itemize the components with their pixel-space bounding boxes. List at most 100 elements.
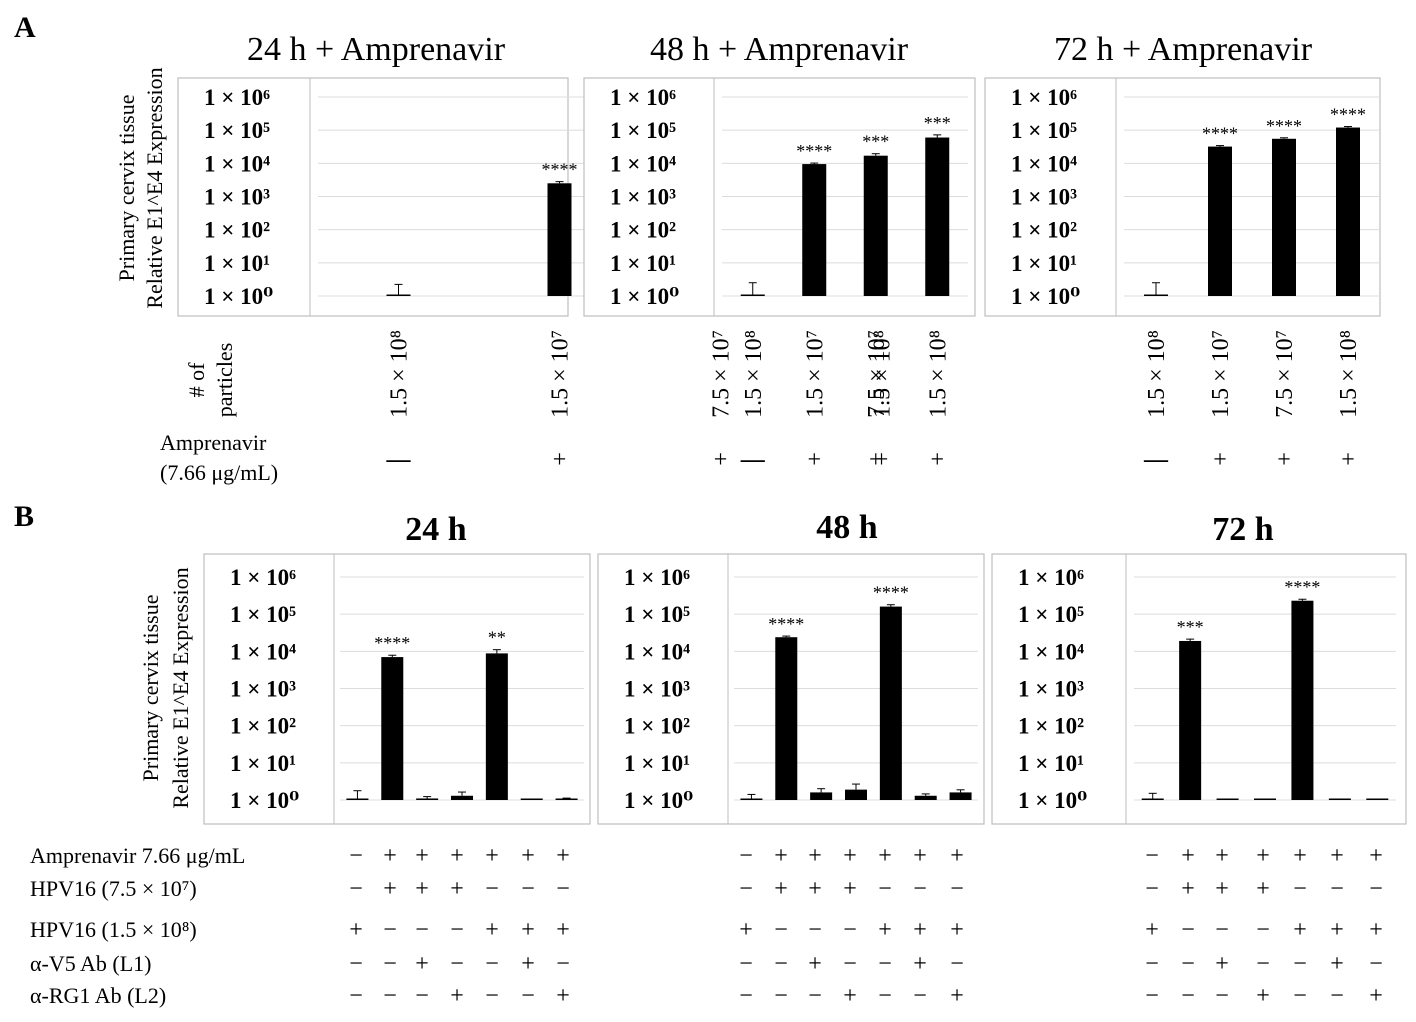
condition-value: − <box>1145 876 1159 902</box>
amprenavir-value: + <box>1213 447 1227 473</box>
condition-value: − <box>843 917 857 943</box>
condition-value: − <box>1181 917 1195 943</box>
chart-title: 48 h <box>816 509 878 546</box>
panel-label-b: B <box>14 500 34 533</box>
condition-value: + <box>556 917 570 943</box>
condition-value: − <box>1215 917 1229 943</box>
bar <box>775 637 798 800</box>
condition-value: − <box>415 983 429 1009</box>
condition-value: + <box>913 917 927 943</box>
condition-value: + <box>950 983 964 1009</box>
y-tick-label: 1 × 10¹ <box>1011 251 1077 276</box>
condition-value: + <box>556 983 570 1009</box>
significance-label: **** <box>542 160 578 180</box>
y-tick-label: 1 × 10⁰ <box>1018 788 1087 813</box>
condition-value: + <box>415 951 429 977</box>
condition-value: − <box>556 951 570 977</box>
particles-value: 1.5 × 10⁷ <box>1208 330 1234 418</box>
particles-value: 1.5 × 10⁸ <box>1336 330 1362 418</box>
condition-value: − <box>739 843 753 869</box>
y-tick-label: 1 × 10⁶ <box>204 85 270 110</box>
y-tick-label: 1 × 10⁵ <box>624 602 690 627</box>
y-tick-label: 1 × 10¹ <box>610 251 676 276</box>
condition-value: + <box>383 843 397 869</box>
y-tick-label: 1 × 10¹ <box>1018 751 1084 776</box>
amprenavir-value: + <box>1341 447 1355 473</box>
condition-value: + <box>521 951 535 977</box>
y-tick-label: 1 × 10² <box>230 714 296 739</box>
charts: 1 × 10⁰ 1 × 10¹ 1 × 10² 1 × 10³ 1 × 10⁴ 1 × 1… <box>177 31 1407 825</box>
bar <box>1254 798 1276 800</box>
condition-label: α-RG1 Ab (L2) <box>30 983 166 1008</box>
condition-value: − <box>1256 951 1270 977</box>
condition-value: + <box>739 917 753 943</box>
y-axis-title-a: Primary cervix tissue Relative E1^E4 Exp… <box>114 67 167 308</box>
condition-value: + <box>950 917 964 943</box>
significance-label: **** <box>1284 577 1320 597</box>
y-tick-label: 1 × 10⁶ <box>1018 565 1084 590</box>
condition-value: + <box>521 917 535 943</box>
condition-value: + <box>556 843 570 869</box>
y-tick-label: 1 × 10² <box>204 218 270 243</box>
chart-title: 72 h + Amprenavir <box>1054 31 1313 68</box>
condition-value: − <box>913 876 927 902</box>
condition-value: − <box>521 983 535 1009</box>
condition-value: − <box>774 951 788 977</box>
significance-label: **** <box>873 583 909 603</box>
y-tick-label: 1 × 10¹ <box>230 751 296 776</box>
y-tick-label: 1 × 10⁴ <box>1018 639 1084 664</box>
condition-value: − <box>1145 951 1159 977</box>
y-tick-label: 1 × 10³ <box>624 677 690 702</box>
y-axis-title-a-line2: Relative E1^E4 Expression <box>142 67 167 308</box>
bar <box>914 795 937 800</box>
bar <box>1272 138 1296 296</box>
condition-value: − <box>739 983 753 1009</box>
y-tick-label: 1 × 10² <box>624 714 690 739</box>
y-tick-label: 1 × 10² <box>1018 714 1084 739</box>
chart-4: 1 × 10⁰ 1 × 10¹ 1 × 10² 1 × 10³ 1 × 10⁴ 1 × 1… <box>203 511 591 825</box>
particles-value: 7.5 × 10⁷ <box>709 330 735 418</box>
y-tick-label: 1 × 10⁴ <box>1011 151 1077 176</box>
particles-value: 1.5 × 10⁸ <box>1144 330 1170 418</box>
y-tick-label: 1 × 10² <box>1011 218 1077 243</box>
condition-value: − <box>739 876 753 902</box>
y-tick-label: 1 × 10⁶ <box>610 85 676 110</box>
chart-6: 1 × 10⁰ 1 × 10¹ 1 × 10² 1 × 10³ 1 × 10⁴ 1 × 1… <box>991 511 1407 825</box>
amprenavir-value: — <box>740 447 766 473</box>
condition-value: + <box>383 876 397 902</box>
y-tick-label: 1 × 10² <box>610 218 676 243</box>
particles-value: 7.5 × 10⁷ <box>1272 330 1298 418</box>
significance-label: **** <box>796 141 832 161</box>
condition-value: + <box>1369 983 1383 1009</box>
condition-value: − <box>521 876 535 902</box>
condition-value: + <box>349 917 363 943</box>
y-tick-label: 1 × 10⁶ <box>624 565 690 590</box>
panel-b-condition-table: Amprenavir 7.66 μg/mL − + + + + + + − + + + + + + − + + + +… <box>30 843 1383 1009</box>
condition-value: − <box>1369 951 1383 977</box>
condition-value: + <box>808 843 822 869</box>
y-tick-label: 1 × 10⁴ <box>230 639 296 664</box>
bar <box>381 657 404 800</box>
condition-value: + <box>1215 843 1229 869</box>
bar <box>810 792 833 800</box>
chart-1: 1 × 10⁰ 1 × 10¹ 1 × 10² 1 × 10³ 1 × 10⁴ 1 × 1… <box>177 31 962 473</box>
condition-value: − <box>556 876 570 902</box>
bar <box>451 795 473 800</box>
condition-value: − <box>878 951 892 977</box>
panel-a-condition-table: # of particles Amprenavir (7.66 μg/mL) <box>160 343 278 485</box>
significance-label: *** <box>862 132 889 152</box>
y-axis-title-b: Primary cervix tissue Relative E1^E4 Exp… <box>138 567 193 808</box>
condition-value: + <box>1369 917 1383 943</box>
particles-label-line1: # of <box>184 362 209 398</box>
condition-value: + <box>1369 843 1383 869</box>
condition-value: − <box>739 951 753 977</box>
condition-value: + <box>485 917 499 943</box>
significance-label: *** <box>924 113 951 133</box>
y-tick-label: 1 × 10³ <box>1011 185 1077 210</box>
significance-label: **** <box>1330 105 1366 125</box>
y-tick-label: 1 × 10⁰ <box>624 788 693 813</box>
condition-value: − <box>485 951 499 977</box>
y-axis-title-b-line2: Relative E1^E4 Expression <box>168 567 193 808</box>
bar <box>949 792 972 800</box>
